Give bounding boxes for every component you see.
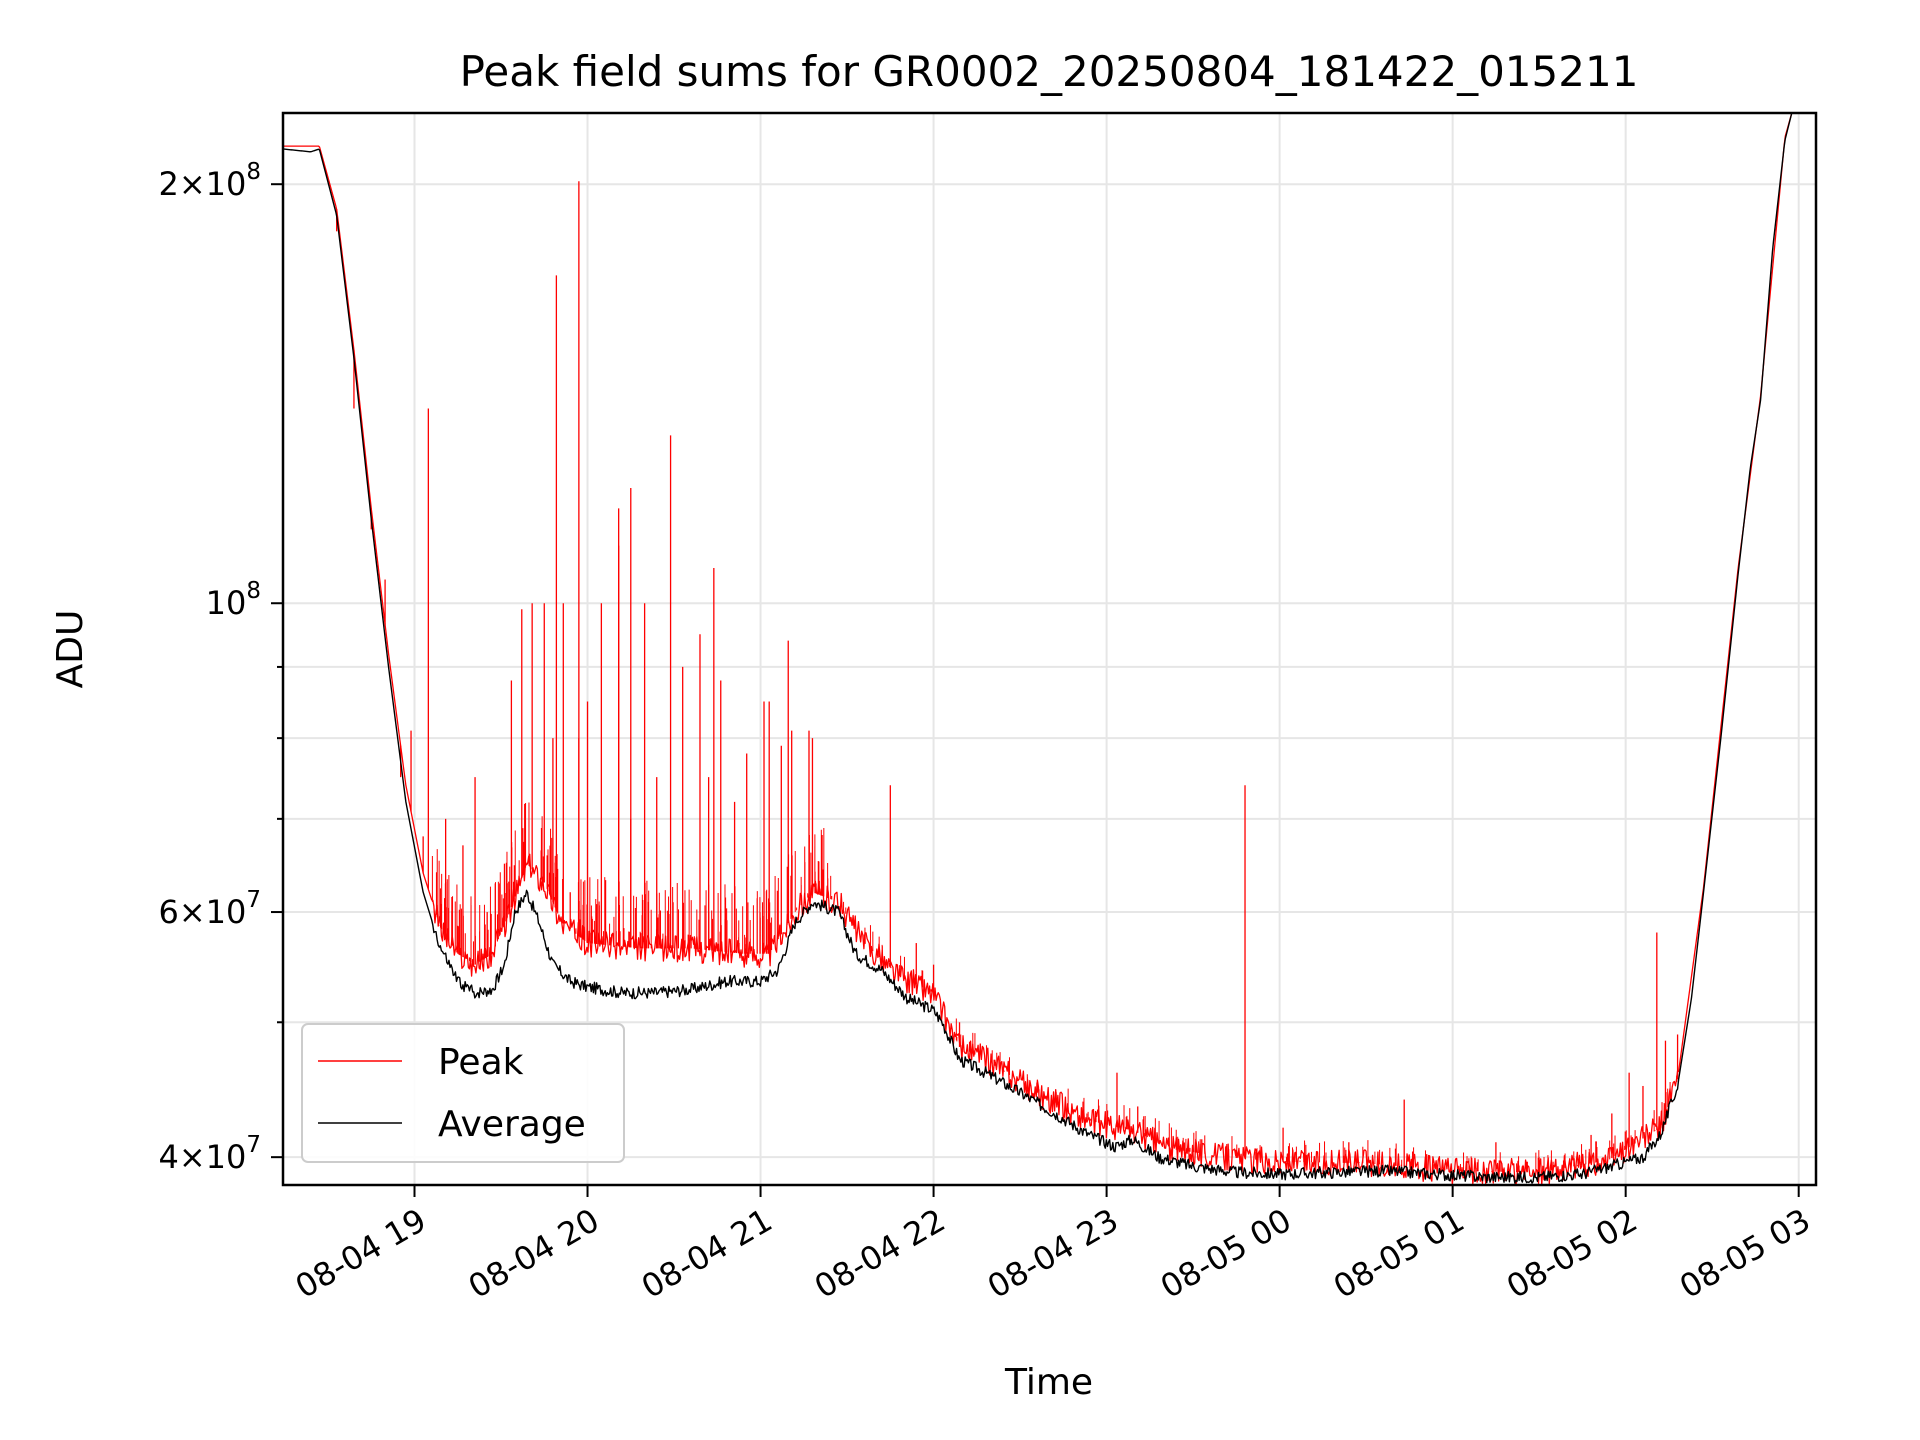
plot-area [283,113,1793,1185]
legend: Peak Average [301,1023,625,1163]
x-axis-label: Time [1004,1362,1093,1403]
y-tick-label: 108 [206,578,261,622]
y-tick-label: 2×108 [158,159,261,203]
y-axis-label: ADU [50,610,91,689]
y-axis-ticks: 4×107 6×107 108 2×108 [158,159,283,1176]
series-line-peak [283,113,1793,1185]
chart-title: Peak field sums for GR0002_20250804_1814… [460,47,1639,96]
peak-noise-texture [431,802,1678,1173]
plot-frame [281,111,1818,1187]
y-tick-label: 6×107 [158,887,261,931]
legend-average-label: Average [438,1104,586,1145]
series-line-average [283,113,1793,1184]
legend-peak-label: Peak [438,1042,524,1083]
legend-box [301,1023,625,1163]
y-tick-label: 4×107 [158,1132,261,1176]
gridlines [283,113,1816,1185]
